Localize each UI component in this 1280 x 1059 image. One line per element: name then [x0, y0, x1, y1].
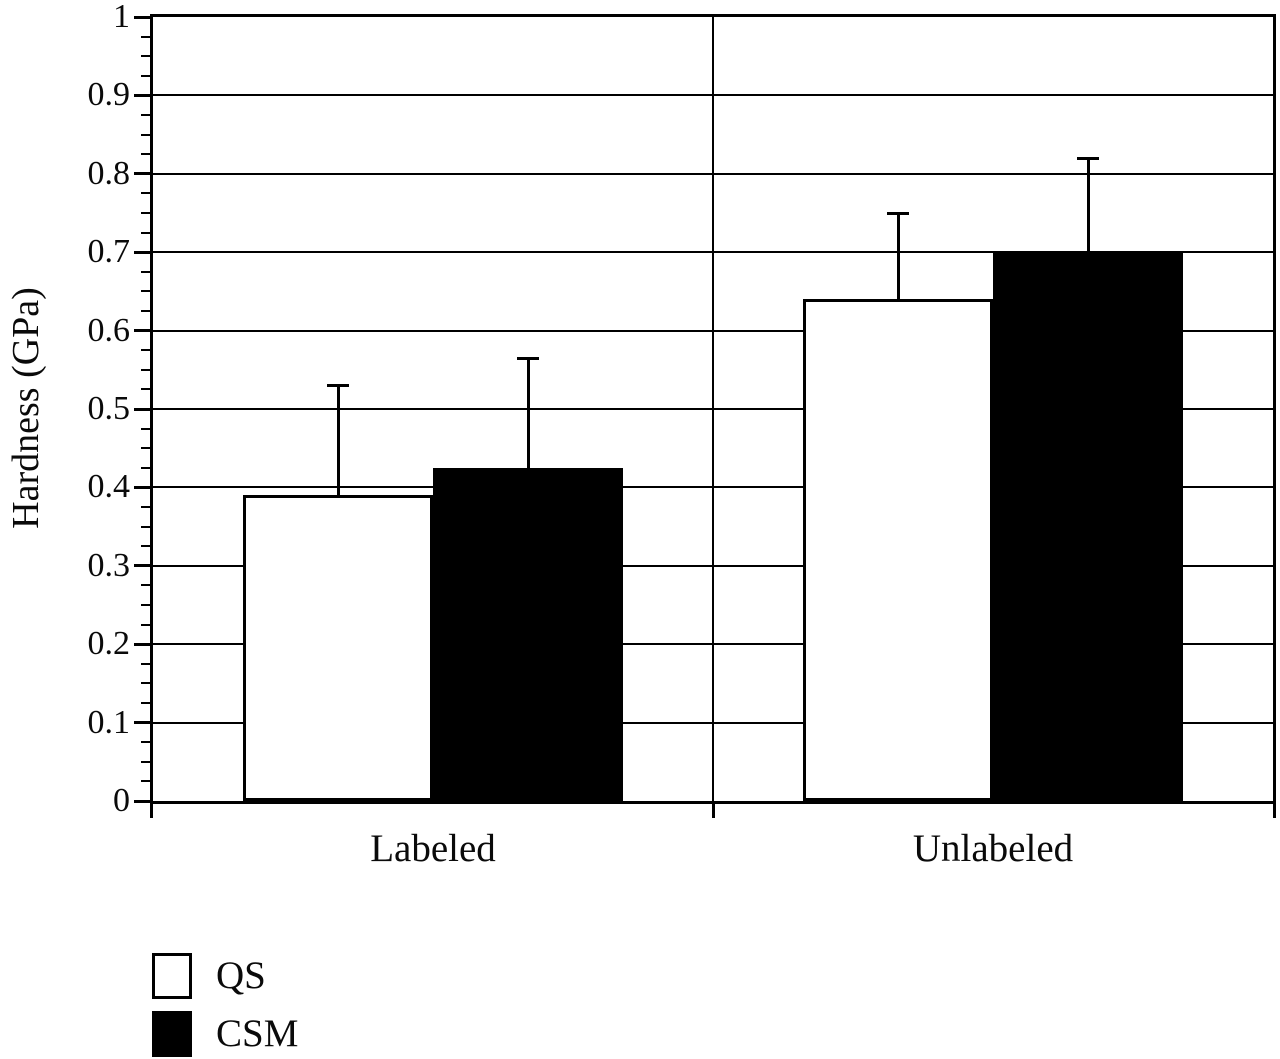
y-minor-tick — [141, 427, 151, 430]
y-tick-label: 0.8 — [87, 154, 131, 192]
qs-bar-unlabeled — [803, 299, 993, 801]
gridline-0.7 — [153, 251, 1273, 254]
y-minor-tick — [141, 584, 151, 587]
y-minor-tick — [141, 623, 151, 626]
error-bar-cap — [1077, 156, 1099, 160]
y-tick-label: 0.9 — [87, 76, 131, 114]
error-bar — [1086, 158, 1090, 253]
y-tick-label: 0.2 — [87, 625, 131, 663]
y-tick-label: 0.4 — [87, 468, 131, 506]
gridline-0.9 — [153, 94, 1273, 97]
x-axis-tick — [150, 803, 153, 818]
y-minor-tick — [141, 741, 151, 744]
y-minor-tick — [141, 780, 151, 783]
y-major-tick — [134, 485, 151, 489]
legend: QS CSM — [152, 953, 298, 1059]
y-minor-tick — [141, 662, 151, 665]
category-label-labeled: Labeled — [370, 827, 496, 870]
y-major-tick — [134, 329, 151, 333]
error-bar-cap — [887, 211, 909, 215]
y-major-tick — [134, 642, 151, 646]
y-minor-tick — [141, 35, 151, 38]
gridline-0.2 — [153, 643, 1273, 646]
y-major-tick — [134, 799, 151, 803]
y-tick-label: 0.7 — [87, 233, 131, 271]
y-major-tick — [134, 250, 151, 254]
y-tick-label: 0.5 — [87, 390, 131, 427]
y-minor-tick — [141, 212, 151, 214]
y-minor-tick — [141, 702, 151, 704]
gridline-0.1 — [153, 721, 1273, 724]
y-minor-tick — [141, 349, 151, 352]
y-tick-label: 0.3 — [87, 546, 131, 584]
y-minor-tick — [141, 466, 151, 469]
y-major-tick — [134, 93, 151, 97]
legend-item-csm: CSM — [152, 1011, 298, 1057]
y-minor-tick — [141, 682, 151, 685]
y-minor-tick — [141, 368, 151, 371]
category-label-unlabeled: Unlabeled — [912, 827, 1074, 870]
y-minor-tick — [141, 153, 151, 156]
y-minor-tick — [141, 760, 151, 763]
y-major-tick — [134, 15, 151, 19]
gridline-0.5 — [153, 408, 1273, 410]
plot-area — [150, 14, 1276, 804]
csm-legend-swatch — [152, 1011, 192, 1057]
y-tick-label: 0 — [113, 782, 130, 819]
y-minor-tick — [141, 447, 151, 450]
x-axis-tick — [1273, 803, 1276, 818]
y-major-tick — [134, 721, 151, 725]
y-tick-label: 1 — [113, 0, 130, 35]
qs-legend-swatch — [152, 953, 192, 999]
csm-bar-labeled — [433, 467, 623, 801]
error-bar-cap — [327, 383, 349, 387]
y-tick-label: 0.1 — [87, 703, 131, 741]
x-axis-tick — [711, 803, 715, 818]
gridline-0.8 — [153, 172, 1273, 175]
gridline-0.4 — [153, 486, 1273, 489]
gridline-0.6 — [153, 329, 1273, 332]
y-minor-tick — [141, 133, 151, 136]
legend-item-qs: QS — [152, 953, 298, 999]
y-minor-tick — [141, 74, 151, 77]
y-minor-tick — [141, 114, 151, 116]
csm-bar-unlabeled — [993, 252, 1183, 801]
csm-legend-label: CSM — [216, 1012, 299, 1055]
error-bar — [526, 358, 530, 468]
y-tick-label: 0.6 — [87, 311, 131, 349]
y-minor-tick — [141, 231, 151, 234]
y-minor-tick — [141, 310, 151, 312]
error-bar-cap — [517, 356, 539, 360]
y-minor-tick — [141, 270, 151, 273]
y-minor-tick — [141, 506, 151, 508]
qs-bar-labeled — [243, 495, 433, 801]
error-bar — [336, 385, 340, 496]
y-minor-tick — [141, 388, 151, 391]
y-minor-tick — [141, 192, 151, 195]
y-minor-tick — [141, 290, 151, 293]
error-bar — [896, 213, 900, 300]
y-minor-tick — [141, 55, 151, 58]
y-major-tick — [134, 407, 151, 411]
gridline-0.3 — [153, 564, 1273, 567]
y-minor-tick — [141, 545, 151, 548]
y-minor-tick — [141, 525, 151, 528]
qs-legend-label: QS — [216, 954, 266, 997]
y-major-tick — [134, 172, 151, 176]
y-major-tick — [134, 564, 151, 568]
y-minor-tick — [141, 604, 151, 606]
